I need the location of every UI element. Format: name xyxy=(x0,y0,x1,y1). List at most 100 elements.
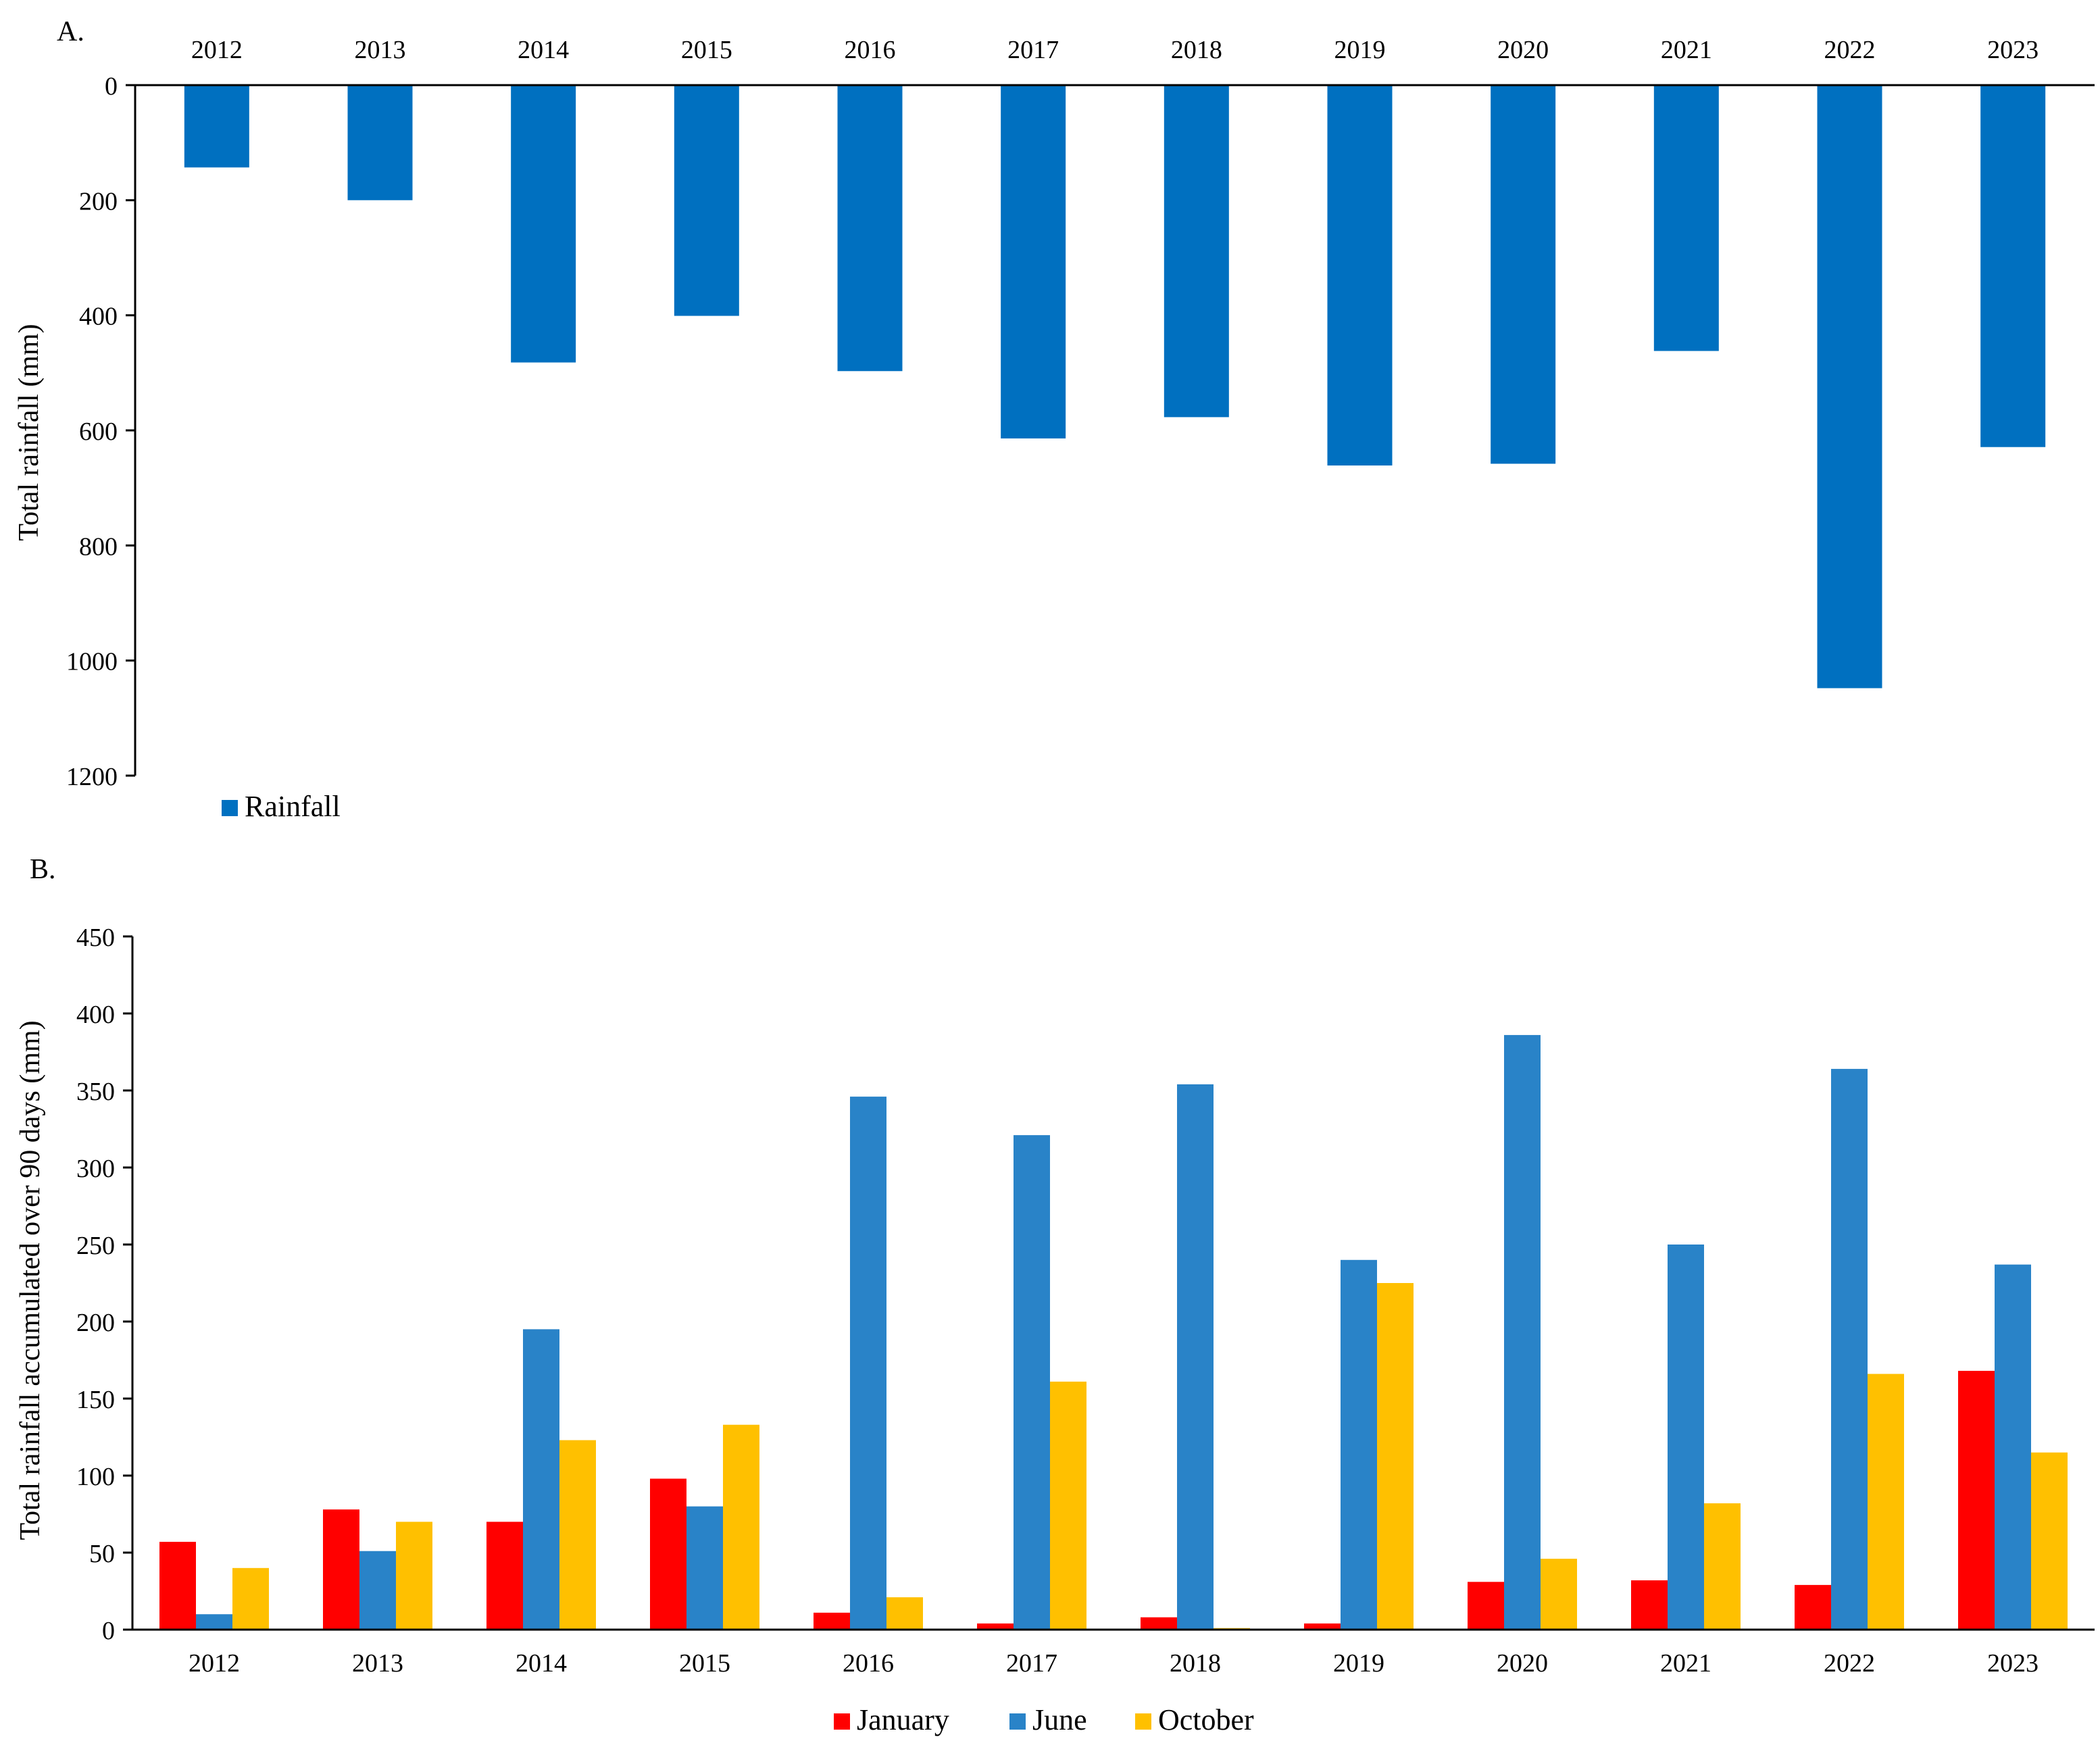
panel-a-x-tick-label: 2018 xyxy=(1171,36,1222,64)
panel-b-bar-june xyxy=(686,1506,723,1630)
panel-b-bar-january xyxy=(486,1522,523,1630)
panel-b-x-tick-label: 2012 xyxy=(189,1649,240,1678)
panel-b-bar-october xyxy=(1050,1381,1086,1630)
panel-a-bar-rainfall xyxy=(837,85,903,372)
panel-b-x-tick-label: 2021 xyxy=(1660,1649,1711,1678)
panel-a-bar-rainfall xyxy=(184,85,249,168)
panel-b-bar-june xyxy=(1504,1034,1541,1630)
panel-b-x-tick-label: 2014 xyxy=(516,1649,567,1678)
panel-a-bar-rainfall xyxy=(1980,85,2046,447)
panel-a-bar-rainfall xyxy=(1001,85,1066,438)
panel-b-bar-january xyxy=(1795,1584,1831,1630)
panel-b-bar-june xyxy=(1014,1135,1050,1630)
panel-b-x-tick-label: 2022 xyxy=(1824,1649,1875,1678)
panel-a-x-tick-label: 2021 xyxy=(1661,36,1712,64)
panel-a-y-tick-label: 1000 xyxy=(66,648,118,676)
panel-a-y-tick-label: 400 xyxy=(79,303,118,331)
legend-swatch-rainfall xyxy=(222,800,238,816)
panel-a-y-axis-title: Total rainfall (mm) xyxy=(14,324,45,541)
panel-b-x-tick-label: 2020 xyxy=(1497,1649,1548,1678)
legend-swatch-october xyxy=(1135,1713,1151,1730)
panel-a-bar-rainfall xyxy=(1653,85,1719,351)
panel-a-legend: Rainfall xyxy=(222,790,341,823)
panel-b-y-axis-title: Total rainfall accumulated over 90 days … xyxy=(15,1020,46,1540)
panel-b-bar-january xyxy=(814,1612,850,1630)
panel-b-bar-june xyxy=(1831,1069,1868,1630)
panel-b-bar-october xyxy=(396,1522,432,1630)
panel-a-y-tick-label: 800 xyxy=(79,532,118,561)
panel-a-x-tick-label: 2012 xyxy=(191,36,243,64)
panel-b-bar-june xyxy=(1668,1245,1704,1630)
panel-a-x-ticks: 2012 2013 2014 2015 2016 2017 2018 2019 2020 2021… xyxy=(191,36,2039,64)
panel-b-bar-june xyxy=(359,1551,396,1630)
panel-a-x-tick-label: 2013 xyxy=(355,36,406,64)
panel-b-bar-october xyxy=(1704,1503,1741,1630)
panel-b-y-tick-label: 200 xyxy=(76,1309,115,1337)
panel-b-bar-october xyxy=(886,1597,923,1630)
panel-a-bar-rainfall xyxy=(511,85,576,363)
panel-b-bar-october xyxy=(1377,1283,1414,1630)
panel-b-bar-october xyxy=(2031,1452,2068,1630)
panel-b-bar-january xyxy=(1141,1617,1177,1630)
panel-b-y-ticks: 0 50 100 150 200 250 300 350 400 450 xyxy=(76,924,132,1645)
panel-b-bar-january xyxy=(1468,1582,1504,1630)
panel-b-bar-october xyxy=(1541,1559,1577,1630)
panel-b-x-tick-label: 2018 xyxy=(1170,1649,1221,1678)
panel-b-bar-june xyxy=(1341,1259,1377,1630)
panel-a-x-tick-label: 2015 xyxy=(681,36,732,64)
panel-a-x-tick-label: 2020 xyxy=(1497,36,1549,64)
panel-a-y-tick-label: 200 xyxy=(79,187,118,216)
panel-b-x-tick-label: 2013 xyxy=(352,1649,403,1678)
panel-b-bar-january xyxy=(977,1623,1014,1630)
panel-a-bar-rainfall xyxy=(1164,85,1229,418)
legend-swatch-june xyxy=(1009,1713,1026,1730)
panel-b-y-tick-label: 0 xyxy=(102,1617,115,1645)
panel-b-x-tick-label: 2017 xyxy=(1006,1649,1057,1678)
panel-a-x-tick-label: 2014 xyxy=(518,36,569,64)
panel-b-y-tick-label: 100 xyxy=(76,1463,115,1491)
panel-a-bars xyxy=(184,85,2046,688)
panel-b-bars xyxy=(159,1034,2068,1630)
panel-a-x-tick-label: 2017 xyxy=(1007,36,1059,64)
legend-label-rainfall: Rainfall xyxy=(245,790,341,823)
panel-b-y-tick-label: 350 xyxy=(76,1078,115,1106)
panel-b-x-ticks: 2012 2013 2014 2015 2016 2017 2018 2019 2020 2021… xyxy=(189,1649,2039,1678)
panel-a-chart: A. Total rainfall (mm) 0 200 400 600 800 1000… xyxy=(14,16,2095,823)
panel-b-bar-june xyxy=(523,1329,559,1630)
panel-b-chart: B. Total rainfall accumulated over 90 da… xyxy=(15,854,2095,1736)
panel-a-y-tick-label: 600 xyxy=(79,418,118,446)
panel-b-bar-june xyxy=(1177,1084,1214,1630)
panel-a-y-tick-label: 1200 xyxy=(66,763,118,791)
panel-a-bar-rainfall xyxy=(1817,85,1882,688)
panel-a-y-tick-label: 0 xyxy=(105,72,118,101)
panel-a-bar-rainfall xyxy=(347,85,413,201)
panel-b-x-tick-label: 2023 xyxy=(1987,1649,2039,1678)
panel-a-y-ticks: 0 200 400 600 800 1000 1200 xyxy=(66,72,135,791)
panel-a-x-tick-label: 2016 xyxy=(845,36,896,64)
panel-b-x-tick-label: 2015 xyxy=(679,1649,730,1678)
panel-b-bar-january xyxy=(323,1509,359,1630)
panel-a-bar-rainfall xyxy=(674,85,739,316)
panel-b-bar-january xyxy=(1958,1370,1995,1630)
panel-a-x-tick-label: 2019 xyxy=(1334,36,1386,64)
panel-b-y-tick-label: 250 xyxy=(76,1232,115,1260)
panel-b-label: B. xyxy=(30,854,56,885)
panel-b-y-tick-label: 450 xyxy=(76,924,115,952)
panel-b-y-tick-label: 150 xyxy=(76,1386,115,1414)
legend-label-october: October xyxy=(1158,1703,1254,1736)
panel-b-bar-january xyxy=(1304,1623,1341,1630)
legend-swatch-january xyxy=(834,1713,850,1730)
panel-b-bar-october xyxy=(559,1440,596,1630)
panel-a-bar-rainfall xyxy=(1491,85,1556,464)
panel-b-x-tick-label: 2019 xyxy=(1333,1649,1384,1678)
panel-b-y-tick-label: 50 xyxy=(89,1540,115,1568)
panel-a-label: A. xyxy=(57,16,84,47)
panel-b-y-tick-label: 300 xyxy=(76,1155,115,1183)
panel-b-x-tick-label: 2016 xyxy=(843,1649,894,1678)
panel-a-x-tick-label: 2022 xyxy=(1824,36,1876,64)
panel-b-bar-june xyxy=(196,1614,232,1630)
panel-b-bar-october xyxy=(232,1567,269,1630)
panel-b-bar-october xyxy=(1868,1374,1904,1630)
panel-b-bar-january xyxy=(650,1478,686,1630)
